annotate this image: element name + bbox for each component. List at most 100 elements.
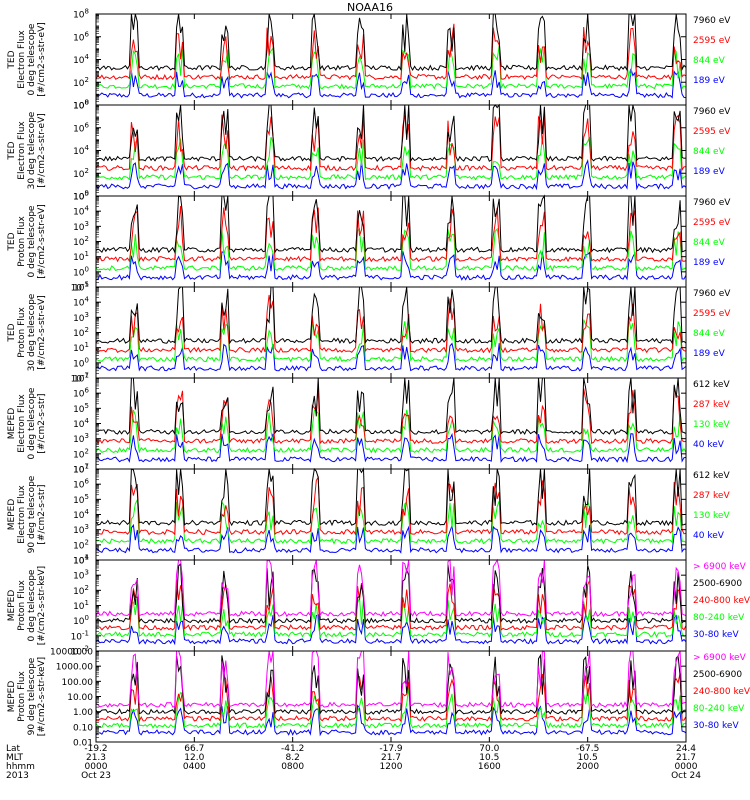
- y-tick-exponent: 0: [85, 614, 89, 622]
- series-trace-2500-6900: [95, 562, 687, 624]
- legend-entry: 7960 eV: [693, 198, 731, 208]
- y-axis-label-line: 90 deg telescope: [27, 475, 37, 553]
- legend-entry: 30-80 keV: [693, 630, 739, 640]
- y-tick-exponent: 5: [85, 493, 89, 501]
- x-row-label: hhmm: [6, 762, 35, 772]
- y-axis-label-line: Proton Flux: [17, 307, 27, 358]
- y-tick-label: 105: [73, 493, 89, 506]
- legend-entry: 30-80 keV: [693, 721, 739, 731]
- series-trace-2595-ev: [95, 23, 687, 81]
- legend-entry: 287 keV: [693, 491, 730, 501]
- figure-title: NOAA16: [347, 1, 393, 14]
- y-tick-label: 103: [73, 311, 89, 324]
- y-axis-label-line: Electron Flux: [17, 121, 27, 180]
- y-tick-exponent: 3: [85, 569, 89, 577]
- y-tick-label: 10-1: [71, 629, 89, 642]
- legend-entry: 7960 eV: [693, 289, 731, 299]
- y-axis-label-line: MEPED: [7, 681, 17, 713]
- y-tick-exponent: 4: [85, 205, 90, 213]
- y-tick-exponent: 8: [85, 8, 89, 16]
- y-tick-exponent: 0: [85, 99, 89, 107]
- y-tick-exponent: 6: [85, 387, 90, 395]
- legend-entry: 130 keV: [693, 420, 730, 430]
- y-axis-label-line: TED: [7, 323, 17, 342]
- legend-entry: 80-240 keV: [693, 613, 745, 623]
- series-trace-844-ev: [95, 45, 687, 91]
- y-tick-exponent: 2: [85, 235, 89, 243]
- x-tick-mlt: 10.5: [479, 753, 499, 763]
- y-tick-exponent: 8: [85, 99, 89, 107]
- y-axis-label-line: 30 deg telescope: [27, 293, 37, 371]
- y-tick-exponent: 3: [85, 220, 89, 228]
- y-tick-label: 102: [73, 76, 89, 89]
- legend-entry: 287 keV: [693, 400, 730, 410]
- y-axis-label-line: [#/cm2-s-str-eV]: [37, 295, 47, 370]
- series-trace-2595-ev: [95, 294, 687, 354]
- y-tick-exponent: 5: [85, 190, 89, 198]
- series-trace-189-ev: [95, 158, 687, 191]
- legend-entry: 189 eV: [693, 76, 726, 86]
- series-trace-844-ev: [95, 136, 687, 181]
- y-tick-label: 102: [73, 167, 89, 180]
- y-axis-label-line: Electron Flux: [17, 30, 27, 89]
- legend-entry: 130 keV: [693, 511, 730, 521]
- y-tick-label: 103: [73, 569, 89, 582]
- panel-7: 1 0 -2 10-1 100 101 102 103 104 MEPED Proton Flux 0…: [7, 554, 750, 658]
- y-tick-label: 100: [73, 614, 89, 627]
- y-axis-label-line: Electron Flux: [17, 485, 27, 544]
- y-tick-label: 105: [73, 190, 89, 203]
- y-tick-exponent: 2: [85, 447, 89, 455]
- legend-entry: 7960 eV: [693, 16, 731, 26]
- legend-entry: 844 eV: [693, 56, 726, 66]
- y-tick-label: 103: [73, 432, 89, 445]
- y-tick-label: 101: [73, 250, 89, 263]
- legend-entry: > 6900 keV: [693, 653, 747, 663]
- x-tick-mlt: 21.7: [381, 753, 401, 763]
- legend-entry: 80-240 keV: [693, 704, 745, 714]
- legend-entry: 612 keV: [693, 471, 730, 481]
- series-trace-7960-ev: [95, 286, 687, 345]
- legend-entry: 844 eV: [693, 147, 726, 157]
- y-tick-label: 104: [73, 53, 89, 66]
- y-tick-exponent: 4: [85, 53, 90, 61]
- y-tick-exponent: 2: [85, 76, 89, 84]
- x-tick-lat: -19.2: [84, 744, 107, 754]
- y-axis-label-line: TED: [7, 232, 17, 251]
- x-tick-hhmm: 0800: [281, 762, 304, 772]
- y-tick-label: 104: [73, 205, 89, 218]
- y-tick-label: 102: [73, 326, 89, 339]
- y-tick-exponent: 5: [85, 402, 89, 410]
- y-tick-label: 101: [73, 341, 89, 354]
- y-tick-label: 10.00: [67, 693, 93, 703]
- legend-entry: 40 keV: [693, 440, 725, 450]
- x-tick-lat: -17.9: [379, 744, 403, 754]
- legend-entry: 240-800 keV: [693, 596, 750, 606]
- y-tick-exponent: 3: [85, 523, 89, 531]
- y-tick-label: 103: [73, 523, 89, 536]
- y-axis-label-line: 90 deg telescope: [27, 657, 37, 735]
- series-trace-612-kev: [95, 467, 687, 527]
- y-axis-label-line: MEPED: [7, 590, 17, 622]
- series-trace-240-800-kev: [95, 579, 687, 632]
- legend-entry: 240-800 keV: [693, 687, 750, 697]
- x-tick-hhmm: 1200: [380, 762, 403, 772]
- y-tick-label: 104: [73, 554, 89, 567]
- legend-entry: 2500-6900: [693, 579, 742, 589]
- y-tick-label: 1000.00: [56, 663, 93, 673]
- series-trace-287-kev: [95, 386, 687, 445]
- y-tick-exponent: -2: [82, 645, 89, 653]
- panel-3: 1 0 -1 100 101 102 103 104 105 TED Proton Flux 0 de…: [7, 190, 731, 294]
- x-row-label: 2013: [6, 771, 29, 781]
- legend-entry: 2595 eV: [693, 218, 731, 228]
- y-tick-exponent: 4: [85, 144, 90, 152]
- x-tick-hhmm: 2000: [576, 762, 599, 772]
- series-trace-844-ev: [95, 227, 687, 272]
- x-tick-lat: -67.5: [576, 744, 599, 754]
- y-tick-label: 106: [73, 30, 89, 43]
- series-trace-80-240-kev: [95, 686, 687, 730]
- y-tick-exponent: 4: [85, 508, 90, 516]
- y-tick-label: 104: [73, 296, 89, 309]
- legend-entry: 189 eV: [693, 258, 726, 268]
